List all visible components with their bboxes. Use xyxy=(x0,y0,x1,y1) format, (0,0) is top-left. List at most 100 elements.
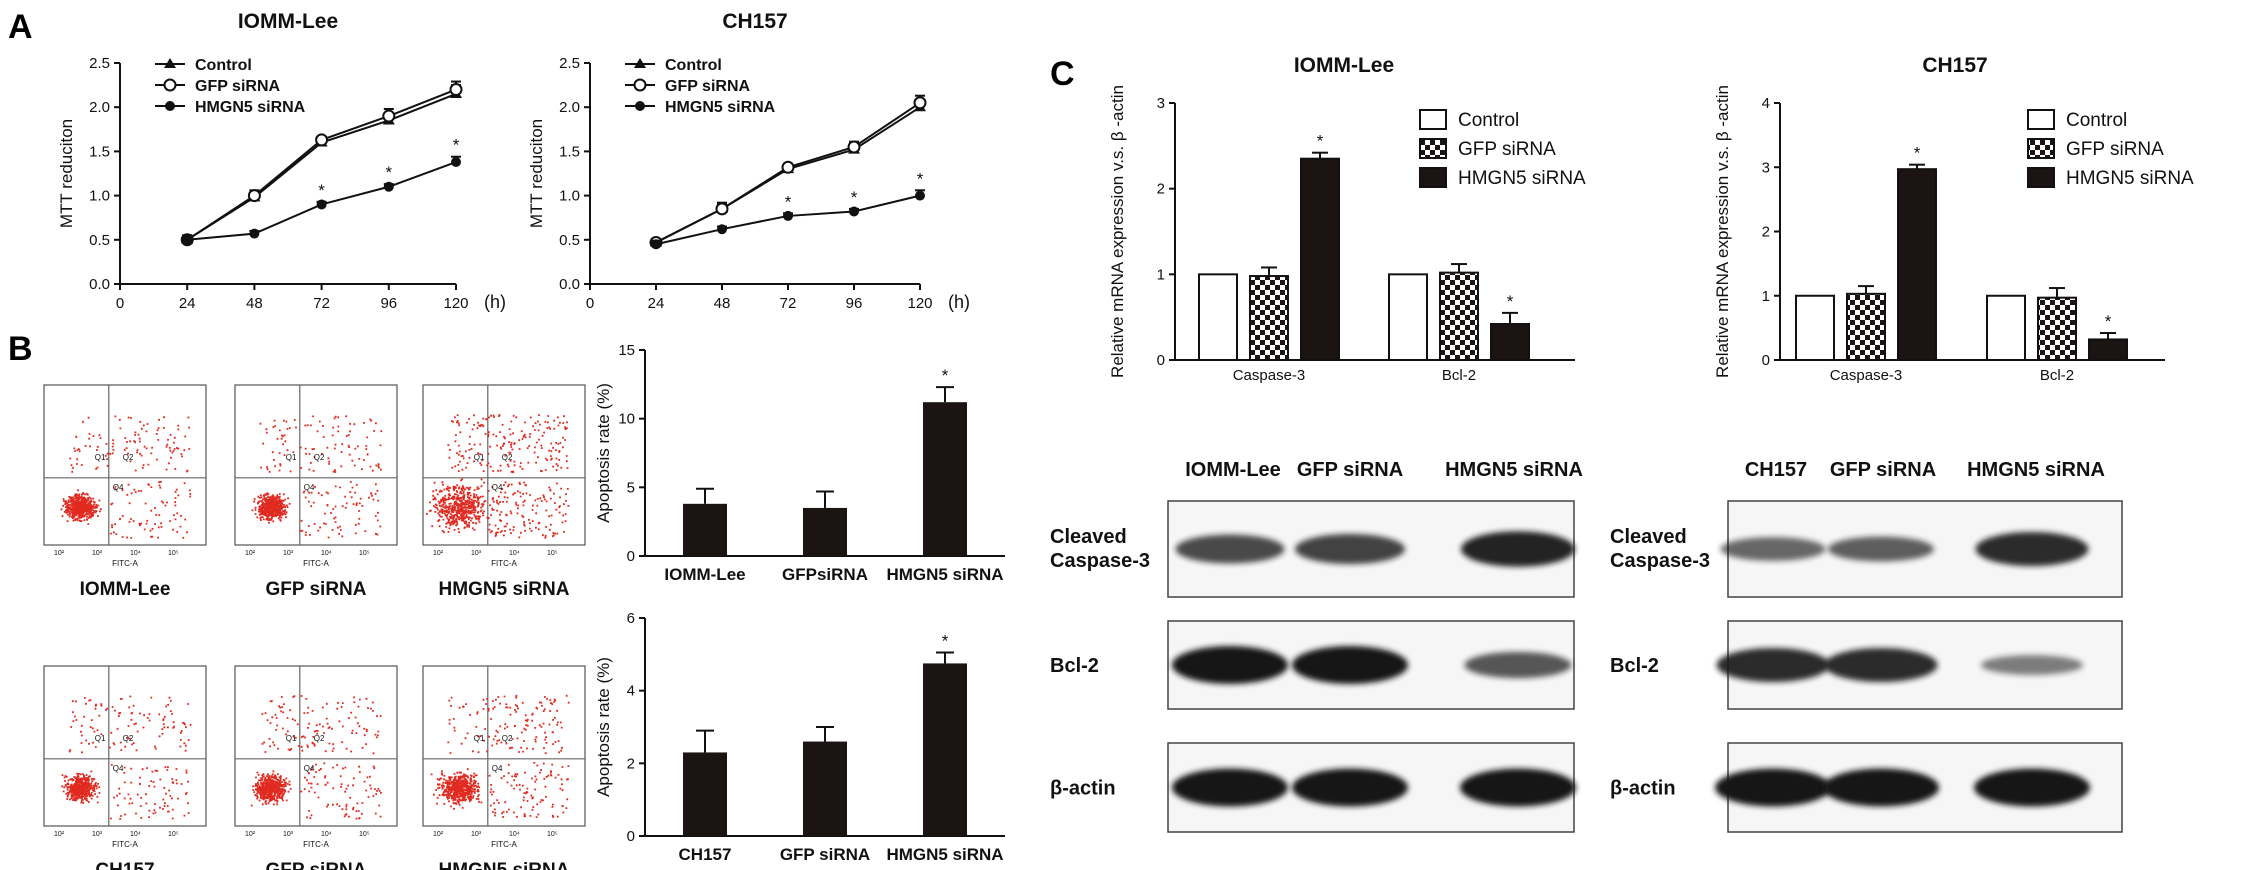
panel-label-b: B xyxy=(8,330,33,368)
mrna-chart-ch157: CH157 0 1 2 3 4 Relative mRNA expression v.s. … xyxy=(1713,54,2194,384)
y-tick-label: 2 xyxy=(1762,224,1770,241)
bar-control xyxy=(1795,294,1835,361)
lane-label: GFP siRNA xyxy=(1830,459,1936,481)
apoptosis-chart-iomm-lee: 0 5 10 15 Apoptosis rate (%) IOMM-Lee GFPsiRNA… xyxy=(594,342,1005,584)
axis-tick-label: 10³ xyxy=(283,831,294,838)
legend-label: HMGN5 siRNA xyxy=(665,99,776,116)
quadrant-label-q4: Q4 xyxy=(304,483,315,492)
panel-label-c: C xyxy=(1050,55,1075,93)
blot-row-label: Cleaved xyxy=(1050,526,1127,548)
blot-row-label: Bcl-2 xyxy=(1610,655,1659,677)
bar-gfp-sirna xyxy=(1846,292,1886,362)
legend-label: Control xyxy=(1458,110,1519,131)
x-axis-label: (h) xyxy=(948,292,970,312)
legend-marker xyxy=(635,101,645,111)
blot-row-label: Bcl-2 xyxy=(1050,655,1099,677)
significance-star: * xyxy=(851,188,858,207)
x-tick-label: 48 xyxy=(246,295,263,312)
y-axis-label: Relative mRNA expression v.s. β -actin xyxy=(1108,85,1127,378)
legend-marker xyxy=(163,78,177,92)
bar-gfp-sirna xyxy=(2037,296,2077,361)
protein-band xyxy=(1975,531,2089,567)
dot-plot-caption: GFP siRNA xyxy=(265,579,366,600)
protein-band xyxy=(1824,647,1938,683)
quadrant-label-q1: Q1 xyxy=(474,453,485,462)
y-tick-label: 4 xyxy=(1762,95,1770,112)
protein-band xyxy=(1172,646,1288,684)
data-point xyxy=(717,224,727,235)
x-axis-label: FITC-A xyxy=(112,559,138,568)
axis-tick-label: 10⁵ xyxy=(547,550,558,557)
x-tick-label: 72 xyxy=(780,295,797,312)
panel-label-a: A xyxy=(8,8,33,46)
bar xyxy=(923,663,967,836)
lane-label: IOMM-Lee xyxy=(1185,459,1281,481)
axis-tick-label: 10⁵ xyxy=(168,550,179,557)
x-tick-label: 96 xyxy=(846,295,863,312)
data-point xyxy=(783,210,793,221)
y-tick-label: 2.0 xyxy=(559,99,580,116)
axis-tick-label: 10⁵ xyxy=(359,550,370,557)
legend-label: GFP siRNA xyxy=(665,78,751,95)
quadrant-label-q4: Q4 xyxy=(492,764,503,773)
protein-band xyxy=(1172,768,1288,807)
y-axis-label: MTT reduciton xyxy=(527,119,546,228)
event-dots xyxy=(426,414,570,539)
dot-plot-caption: HMGN5 siRNA xyxy=(439,579,570,600)
y-tick-label: 1 xyxy=(1157,266,1165,283)
protein-band xyxy=(1292,768,1408,807)
legend-label: HMGN5 siRNA xyxy=(1458,168,1586,189)
y-tick-label: 0 xyxy=(627,548,635,565)
y-tick-label: 0.5 xyxy=(89,232,110,249)
plot-frame xyxy=(234,384,398,546)
event-dots xyxy=(430,694,570,818)
y-tick-label: 0 xyxy=(627,828,635,845)
chart-title: CH157 xyxy=(1922,54,1987,77)
axis-tick-label: 10⁴ xyxy=(130,831,141,838)
x-tick-label: GFPsiRNA xyxy=(782,565,868,584)
protein-band xyxy=(1715,768,1831,807)
protein-band xyxy=(1823,768,1939,807)
y-tick-label: 0.5 xyxy=(559,232,580,249)
blot-row-2 xyxy=(1715,742,2123,833)
legend-label: Control xyxy=(2066,110,2127,131)
y-tick-label: 2.0 xyxy=(89,99,110,116)
data-point xyxy=(849,206,859,217)
bar-control xyxy=(1986,294,2026,361)
quadrant-label-q1: Q1 xyxy=(95,453,106,462)
significance-star: * xyxy=(1317,132,1324,151)
x-axis-label: FITC-A xyxy=(491,840,517,849)
axis-tick-label: 10² xyxy=(54,831,65,838)
legend-marker xyxy=(165,101,175,111)
protein-band xyxy=(1295,533,1405,565)
bar-hmgn5-sirna xyxy=(1300,157,1340,361)
bar-gfp-sirna xyxy=(1249,275,1289,361)
y-tick-label: 1.5 xyxy=(559,143,580,160)
axis-tick-label: 10³ xyxy=(92,550,103,557)
bar xyxy=(683,752,727,836)
legend-swatch xyxy=(2027,167,2055,188)
mtt-chart-iomm-lee: IOMM-Lee 0.0 0.5 1.0 1.5 2.0 2.5 0 24 48 72 96 120 (h… xyxy=(57,10,506,312)
protein-band xyxy=(1464,651,1572,679)
data-point xyxy=(247,189,261,203)
mtt-chart-ch157: CH157 0.0 0.5 1.0 1.5 2.0 2.5 0 24 48 72 96 120 (h) MT… xyxy=(527,10,970,312)
y-axis-label: MTT reduciton xyxy=(57,119,76,228)
lane-label: HMGN5 siRNA xyxy=(1967,459,2105,481)
protein-band xyxy=(1292,646,1408,684)
axis-tick-label: 10⁴ xyxy=(509,550,520,557)
x-axis-label: FITC-A xyxy=(303,559,329,568)
protein-band xyxy=(1716,647,1830,683)
x-tick-label: 120 xyxy=(443,295,468,312)
dot-plot: Q1 Q2 Q4 10² 10³ 10⁴ 10⁵ FITC-A IOMM-Lee xyxy=(43,384,207,600)
mrna-chart-iomm-lee: IOMM-Lee 0 1 2 3 Relative mRNA expression v.s… xyxy=(1108,54,1586,384)
x-tick-label: 0 xyxy=(116,295,124,312)
legend-marker xyxy=(634,58,646,68)
x-tick-label: GFP siRNA xyxy=(780,845,870,864)
significance-star: * xyxy=(785,192,792,211)
chart-title: CH157 xyxy=(722,10,787,33)
x-tick-label: IOMM-Lee xyxy=(664,565,745,584)
significance-star: * xyxy=(1507,292,1514,311)
axis-tick-label: 10⁵ xyxy=(547,831,558,838)
blot-row-label: β-actin xyxy=(1050,778,1116,800)
data-point xyxy=(249,228,260,239)
